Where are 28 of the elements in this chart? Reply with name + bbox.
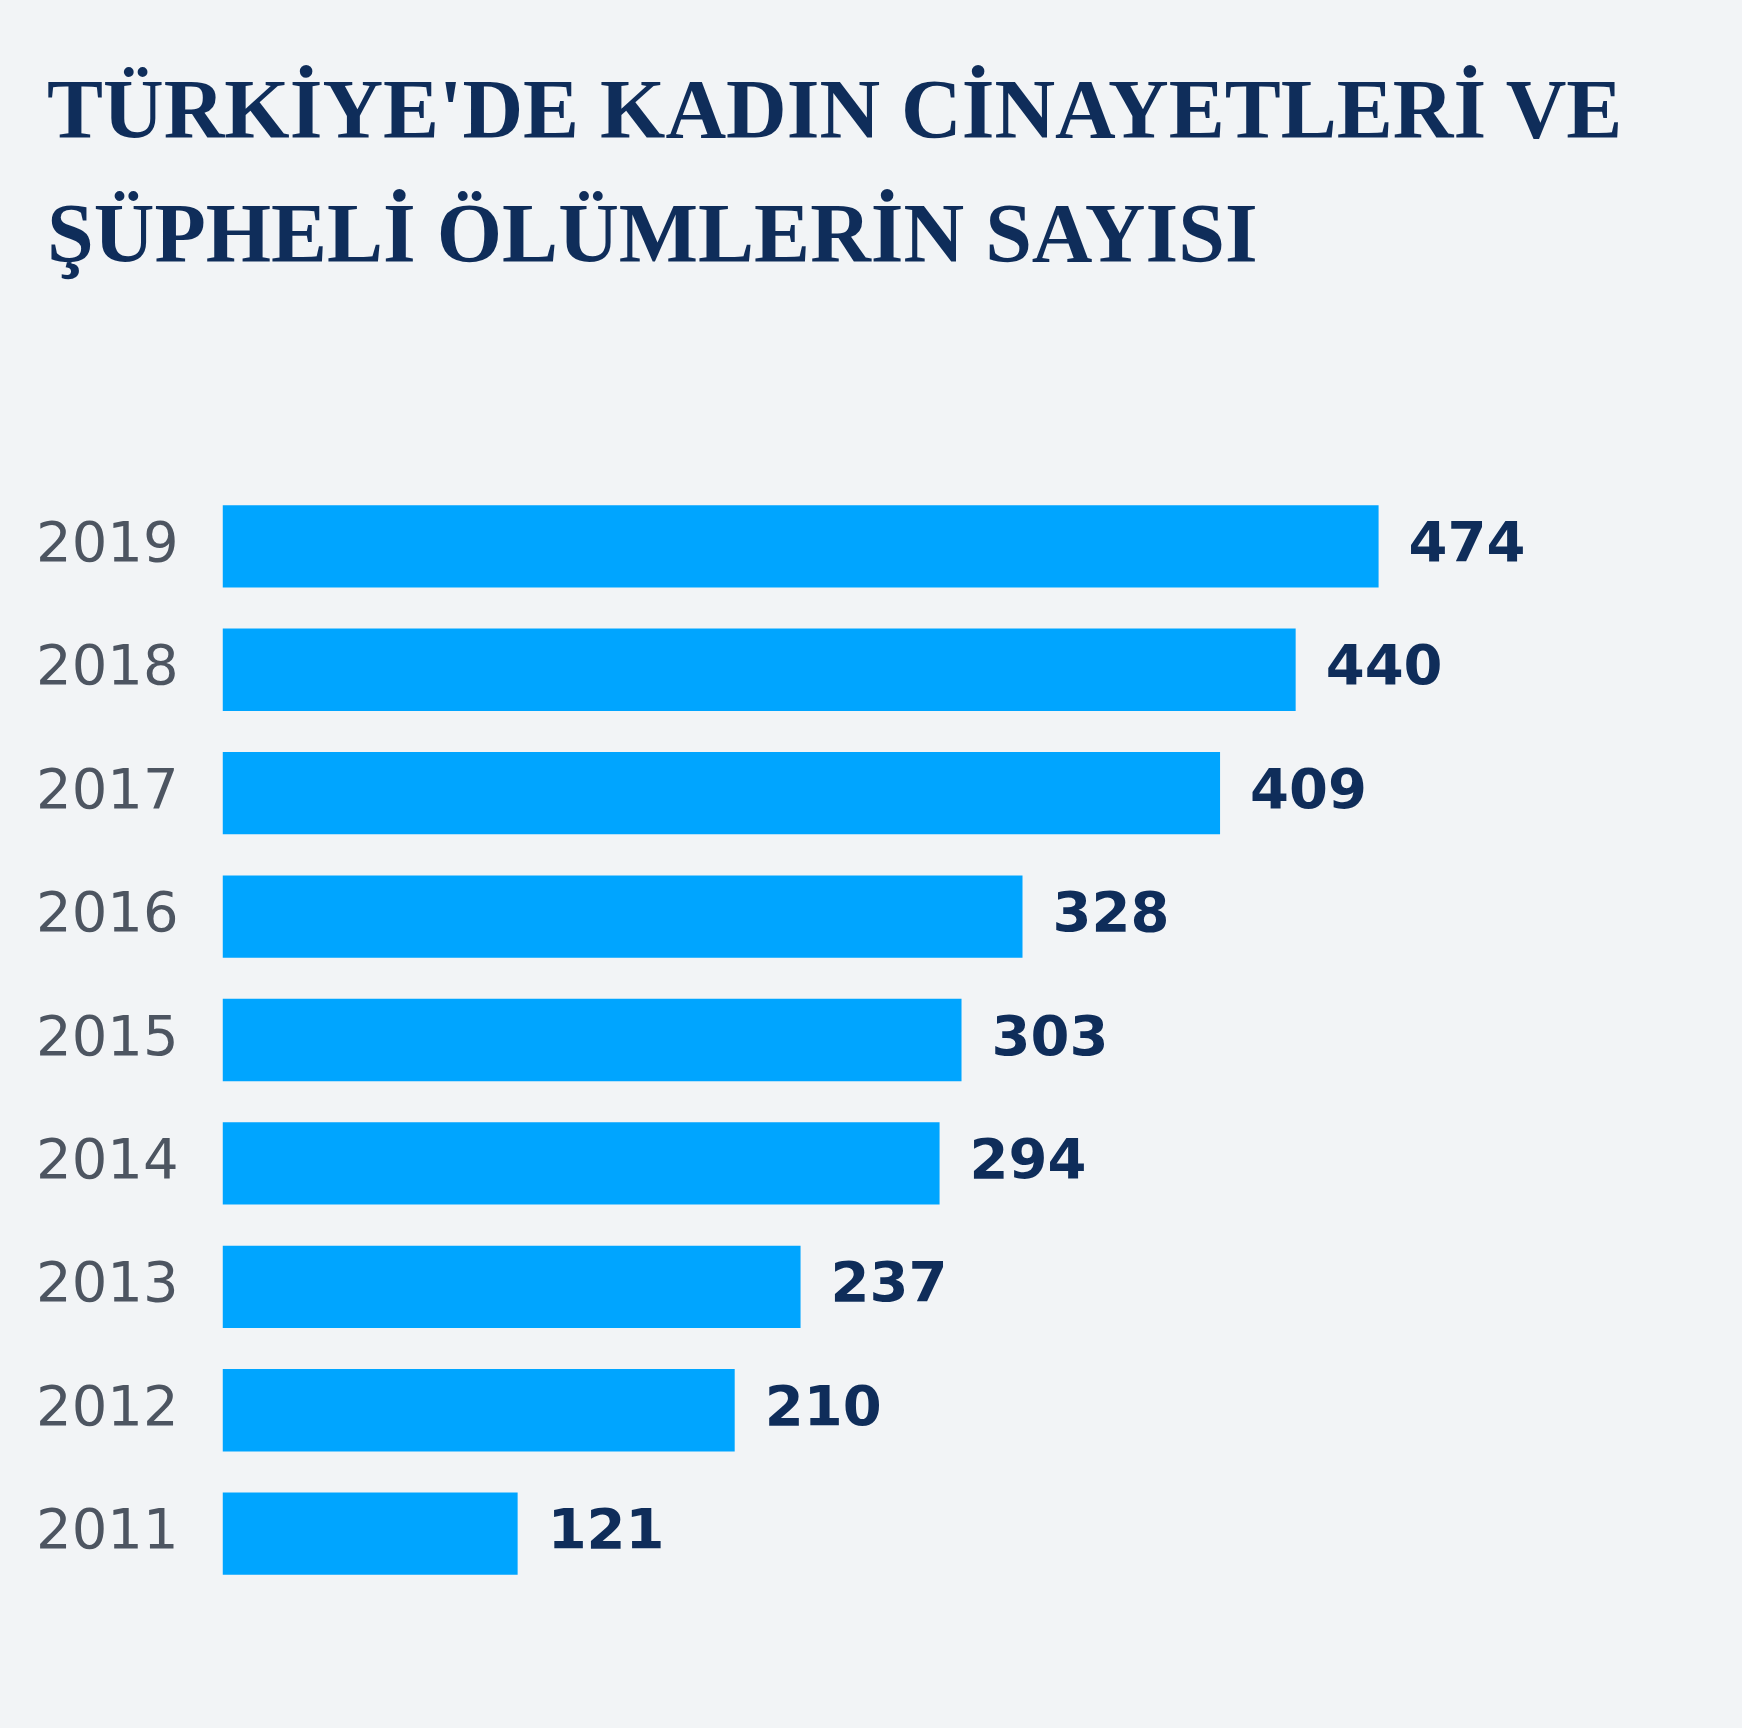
- y-tick-label: 2016: [36, 879, 179, 945]
- bar: [222, 1369, 735, 1452]
- data-label: 121: [547, 1496, 665, 1562]
- y-tick-label: 2017: [36, 755, 179, 821]
- y-tick-label: 2013: [36, 1249, 179, 1315]
- bar: [222, 1492, 518, 1575]
- data-label: 303: [991, 1002, 1109, 1068]
- bar: [222, 998, 962, 1082]
- data-label: 440: [1325, 632, 1443, 698]
- y-tick-label: 2014: [36, 1125, 179, 1191]
- data-label: 409: [1250, 755, 1367, 821]
- data-label: 237: [830, 1249, 948, 1315]
- data-label: 294: [969, 1125, 1087, 1191]
- y-tick-label: 2019: [36, 508, 179, 574]
- y-tick-label: 2011: [36, 1496, 179, 1562]
- data-label: 328: [1052, 879, 1170, 945]
- y-tick-label: 2018: [36, 632, 179, 698]
- y-tick-label: 2012: [36, 1372, 179, 1438]
- chart-title: TÜRKİYE'DE KADIN CİNAYETLERİ VE ŞÜPHELİ ÖLÜMLERİN SAYISI: [47, 62, 1624, 282]
- bar: [222, 628, 1296, 711]
- y-tick-label: 2015: [36, 1002, 179, 1068]
- bar: [222, 1245, 801, 1329]
- data-label: 474: [1408, 508, 1526, 574]
- bar: [222, 875, 1023, 958]
- bar: [222, 1122, 940, 1205]
- bar: [222, 505, 1379, 588]
- data-label: 210: [764, 1372, 882, 1438]
- bar: [222, 751, 1221, 835]
